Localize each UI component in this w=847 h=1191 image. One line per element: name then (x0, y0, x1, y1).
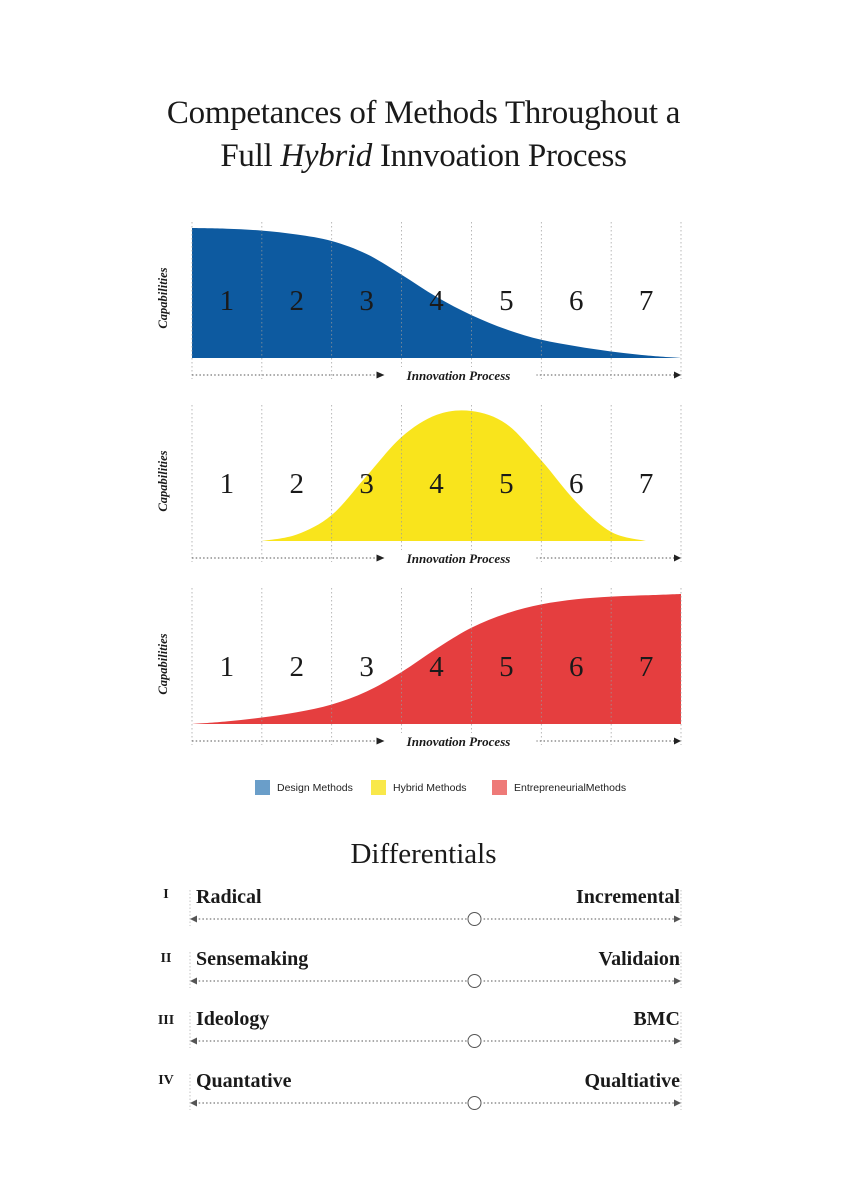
stage-label: 5 (499, 285, 514, 317)
scale-right-arrowhead (674, 977, 681, 985)
stage-label: 2 (290, 651, 305, 683)
legend-item-hybrid: Hybrid Methods (371, 780, 467, 795)
title-line-2-pre: Full (220, 138, 281, 174)
differential-left-label: Sensemaking (196, 948, 309, 970)
stage-label: 4 (429, 651, 444, 683)
legend-swatch-entrepreneurial (492, 780, 507, 795)
differential-right-label: Validaion (598, 948, 680, 970)
legend-label-design: Design Methods (277, 781, 353, 794)
stage-label: 5 (499, 468, 514, 500)
x-axis-arrowhead (674, 371, 681, 379)
scale-left-arrowhead (190, 915, 197, 923)
design-methods-chart: 1 2 3 4 5 6 7 Capabilities Innovation Process (156, 222, 682, 383)
differential-row: I Radical Incremental (150, 886, 690, 936)
legend-swatch-design (255, 780, 270, 795)
row-numeral: III (157, 1013, 175, 1028)
hybrid-methods-chart: 1 2 3 4 5 6 7 Capabilities Innovation Process (156, 405, 682, 566)
legend-item-design: Design Methods (255, 780, 353, 795)
stage-label: 4 (429, 468, 444, 500)
stage-label: 7 (639, 651, 654, 683)
legend-swatch-hybrid (371, 780, 386, 795)
differential-scale (189, 890, 682, 926)
legend-label-entrepreneurial: EntrepreneurialMethods (514, 781, 627, 794)
differential-scale (189, 1012, 682, 1048)
differential-right-label: Incremental (575, 886, 680, 908)
differentials-title: Differentials (350, 838, 497, 870)
stage-label: 7 (639, 285, 654, 317)
area-entrepreneurialmethods (192, 594, 681, 724)
x-axis-mid-arrowhead (376, 371, 385, 379)
row-numeral: IV (158, 1073, 174, 1088)
stage-label: 4 (429, 285, 444, 317)
differential-left-label: Ideology (196, 1008, 270, 1030)
scale-left-arrowhead (190, 977, 197, 985)
title-line-2-italic: Hybrid (280, 138, 373, 174)
row-numeral: I (163, 887, 169, 902)
y-axis-label: Capabilities (156, 267, 170, 328)
stage-label: 6 (569, 651, 584, 683)
differential-row: II Sensemaking Validaion (150, 948, 690, 998)
differential-row: III Ideology BMC (150, 1008, 690, 1058)
x-axis-mid-arrowhead (376, 737, 385, 745)
stage-label: 1 (220, 651, 235, 683)
title-line-2: Full Hybrid Innvoation Process (0, 135, 847, 178)
scale-marker (467, 1034, 482, 1048)
x-axis-arrowhead (674, 737, 681, 745)
stage-label: 1 (220, 285, 235, 317)
row-numeral: II (160, 951, 172, 966)
x-axis-label: Innovation Process (406, 734, 511, 749)
title-line-2-post: Innvoation Process (372, 138, 627, 174)
x-axis-label-bg (380, 550, 537, 566)
scale-right-arrowhead (674, 1037, 681, 1045)
scale-left-arrowhead (190, 1037, 197, 1045)
legend-label-hybrid: Hybrid Methods (393, 781, 467, 794)
scale-right-arrowhead (674, 915, 681, 923)
stage-label: 2 (290, 468, 305, 500)
differential-right-label: Qualtiative (584, 1070, 680, 1092)
stage-label: 7 (639, 468, 654, 500)
scale-left-arrowhead (190, 1099, 197, 1107)
x-axis-label: Innovation Process (406, 368, 511, 383)
scale-marker (467, 974, 482, 988)
differential-scale (189, 952, 682, 988)
title-line-1: Competances of Methods Throughout a (166, 95, 681, 131)
differential-left-label: Quantative (196, 1070, 292, 1092)
area-hybrid-methods (261, 410, 647, 541)
stage-label: 1 (220, 468, 235, 500)
stage-label: 6 (569, 285, 584, 317)
differential-left-label: Radical (196, 886, 262, 908)
y-axis-label: Capabilities (156, 450, 170, 511)
scale-right-arrowhead (674, 1099, 681, 1107)
stage-label: 3 (359, 285, 374, 317)
x-axis-arrowhead (674, 554, 681, 562)
stage-label: 5 (499, 651, 514, 683)
differential-right-label: BMC (633, 1008, 680, 1030)
y-axis-label: Capabilities (156, 633, 170, 694)
legend-item-entrepreneurial: EntrepreneurialMethods (492, 780, 626, 795)
entrepreneurial-methods-chart: 1 2 3 4 5 6 7 Capabilities Innovation Process (156, 588, 682, 749)
scale-marker (467, 912, 482, 926)
stage-label: 3 (359, 468, 374, 500)
area-design-methods (192, 228, 681, 358)
page-title: Competances of Methods Throughout a Full… (0, 92, 847, 178)
differential-scale (189, 1074, 682, 1110)
stage-label: 6 (569, 468, 584, 500)
stage-label: 2 (290, 285, 305, 317)
x-axis-label-bg (380, 733, 537, 749)
scale-marker (467, 1096, 482, 1110)
stage-label: 3 (359, 651, 374, 683)
x-axis-label-bg (380, 367, 537, 383)
differential-row: IV Quantative Qualtiative (150, 1070, 690, 1120)
x-axis-label: Innovation Process (406, 551, 511, 566)
x-axis-mid-arrowhead (376, 554, 385, 562)
